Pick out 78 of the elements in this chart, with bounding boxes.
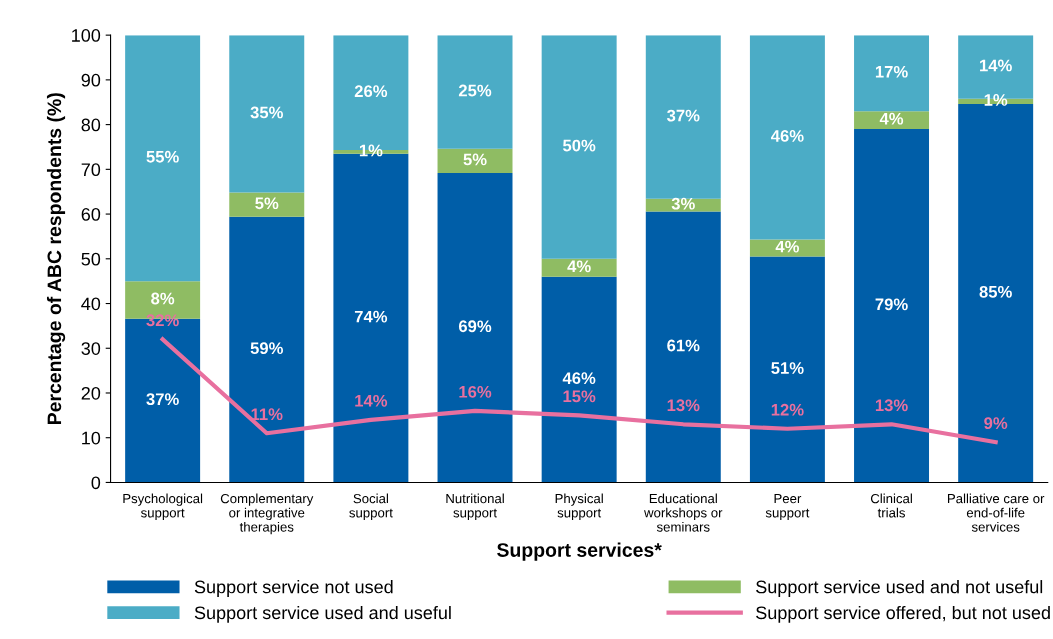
data-label: 79% — [875, 298, 908, 311]
legend-label: Support service used and not useful — [756, 580, 1043, 597]
y-tick-label: 30 — [81, 342, 101, 355]
y-tick-label: 70 — [81, 163, 101, 177]
data-label: 69% — [458, 320, 492, 333]
data-label: 37% — [146, 393, 179, 406]
data-label: 8% — [151, 292, 175, 305]
bar — [437, 172, 513, 483]
y-tick-label: 90 — [81, 73, 101, 87]
data-label: 3% — [671, 197, 695, 210]
data-label: 5% — [463, 153, 487, 166]
y-tick-label: 20 — [81, 386, 101, 400]
y-tick-label: 10 — [82, 431, 101, 445]
data-label: 74% — [354, 310, 388, 323]
data-label: 12% — [771, 403, 804, 416]
data-label: 13% — [667, 399, 700, 412]
data-label: 51% — [771, 362, 804, 374]
data-label: 46% — [770, 130, 804, 142]
data-label: 61% — [667, 339, 700, 352]
bar — [854, 129, 930, 483]
bar — [437, 148, 513, 173]
x-axis-title: Support services* — [497, 542, 662, 561]
y-axis-title: Percentage of ABC respondents (%) — [46, 93, 66, 425]
data-label: 4% — [567, 260, 591, 273]
bar — [229, 192, 305, 217]
x-tick-label: Educational workshops or seminars — [644, 493, 723, 532]
bar — [645, 211, 721, 483]
data-label: 4% — [879, 112, 904, 125]
data-label: 5% — [255, 197, 279, 210]
data-label: 35% — [250, 106, 283, 119]
bar — [125, 35, 201, 282]
x-tick-label: Complementary or integrative therapies — [220, 493, 314, 535]
x-tick-label: Peer support — [765, 494, 810, 521]
data-label: 26% — [354, 85, 388, 98]
bar — [749, 256, 825, 483]
data-label: 50% — [562, 139, 596, 152]
bar — [541, 258, 617, 277]
data-label: 14% — [355, 394, 388, 407]
data-label: 46% — [562, 372, 596, 385]
bar — [541, 276, 617, 483]
bar — [437, 35, 513, 149]
data-label: 59% — [250, 342, 283, 355]
y-tick-label: 60 — [81, 208, 101, 221]
data-label: 15% — [563, 390, 596, 403]
data-label: 85% — [979, 285, 1012, 298]
bar — [854, 35, 930, 112]
x-tick-label: Physical support — [555, 493, 603, 521]
x-tick-label: Psychological support — [123, 493, 203, 521]
y-tick-label: 100 — [72, 29, 101, 42]
bar — [645, 35, 721, 199]
bar — [229, 216, 305, 483]
legend-label: Support service not used — [194, 580, 393, 597]
bar — [749, 35, 825, 240]
data-label: 4% — [775, 240, 800, 253]
x-tick-label: Palliative care or end-of-life services — [947, 493, 1045, 532]
x-tick-label: Clinical trials — [870, 493, 912, 518]
data-label: 16% — [459, 385, 492, 398]
data-label: 14% — [980, 59, 1012, 72]
x-tick-label: Social support — [349, 493, 393, 521]
y-tick-label: 0 — [91, 476, 101, 490]
data-label: 25% — [458, 84, 492, 97]
data-label: 37% — [666, 109, 700, 122]
data-label: 17% — [875, 65, 908, 78]
bar — [749, 239, 825, 257]
data-label: 55% — [146, 150, 179, 163]
bar — [854, 111, 930, 130]
y-tick-label: 80 — [81, 118, 101, 132]
legend-label: Support service used and useful — [194, 605, 451, 623]
x-tick-label: Nutritional support — [446, 493, 504, 521]
data-label: 9% — [984, 417, 1008, 430]
bar — [229, 35, 305, 193]
y-tick-label: 50 — [81, 252, 101, 266]
y-tick-label: 40 — [81, 297, 101, 311]
legend-label: Support service offered, but not used — [756, 605, 1050, 623]
bar — [541, 35, 617, 259]
data-label: 13% — [875, 399, 908, 412]
bar — [958, 104, 1034, 483]
data-label: 11% — [251, 408, 283, 421]
